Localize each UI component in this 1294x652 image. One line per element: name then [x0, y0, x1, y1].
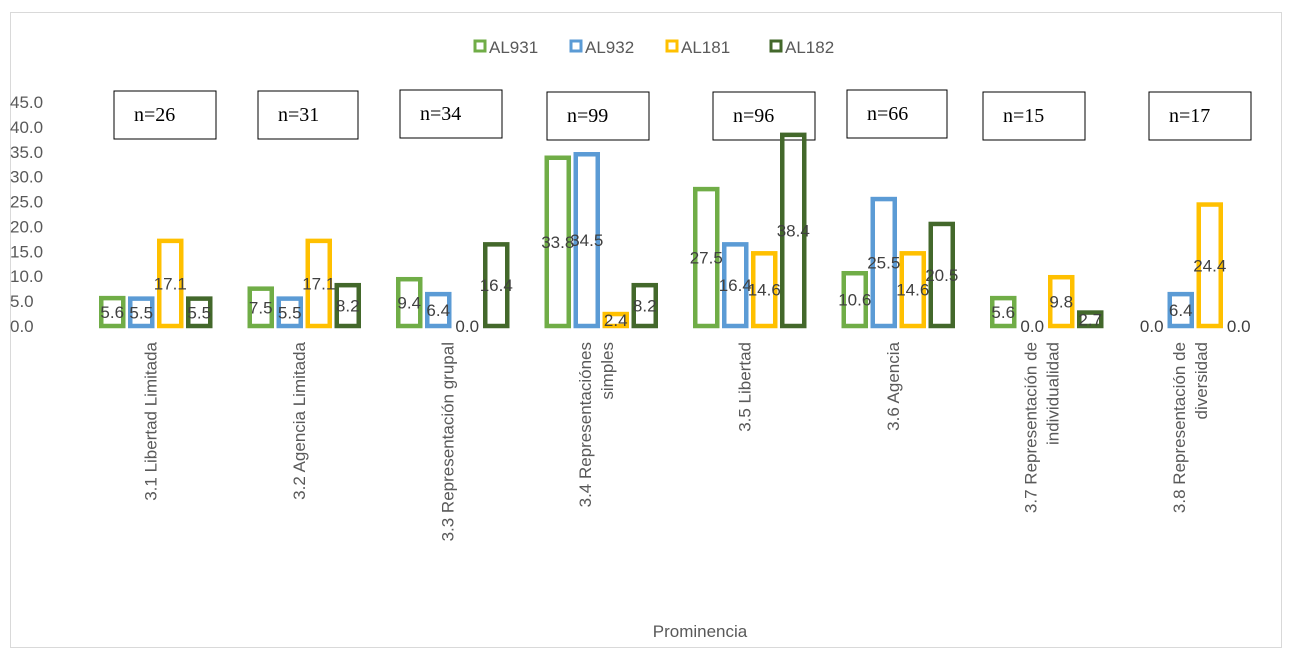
sample-size-label: n=15 — [1003, 105, 1044, 127]
sample-size-label: n=31 — [278, 104, 319, 126]
data-label: 34.5 — [570, 231, 603, 250]
y-tick-label: 15.0 — [10, 242, 43, 261]
data-label: 0.0 — [455, 317, 479, 336]
y-tick-label: 0.0 — [10, 317, 34, 336]
data-label: 5.5 — [278, 303, 302, 322]
data-label: 16.4 — [480, 276, 513, 295]
data-label: 38.4 — [777, 221, 810, 240]
sample-size-boxes: n=26 n=31 n=34 n=99 n=96 n=66 n=15 n=17 — [114, 90, 1251, 140]
y-tick-label: 40.0 — [10, 118, 43, 137]
data-label: 17.1 — [302, 274, 335, 293]
legend-swatch-al181 — [667, 41, 677, 51]
data-label: 6.4 — [426, 301, 450, 320]
data-label: 10.6 — [838, 291, 871, 310]
y-tick-label: 25.0 — [10, 193, 43, 212]
category-label: 3.1 Libertad Limitada — [141, 341, 160, 500]
legend: AL931 AL932 AL181 AL182 — [475, 38, 834, 57]
category-label: 3.7 Representación de — [1021, 342, 1040, 513]
y-tick-label: 35.0 — [10, 143, 43, 162]
sample-size-label: n=34 — [420, 103, 461, 125]
data-label: 20.5 — [925, 266, 958, 285]
y-tick-label: 5.0 — [10, 292, 34, 311]
data-label: 8.2 — [633, 297, 657, 316]
y-axis: 0.0 5.0 10.0 15.0 20.0 25.0 30.0 35.0 40.0 45.0 — [10, 93, 43, 336]
sample-size-label: n=26 — [134, 104, 175, 126]
sample-size-label: n=66 — [867, 103, 908, 125]
legend-label: AL181 — [681, 38, 730, 57]
category-label: 3.2 Agencia Limitada — [290, 341, 309, 499]
x-axis: 3.1 Libertad Limitada 3.2 Agencia Limitad… — [141, 341, 1211, 541]
data-label: 7.5 — [249, 298, 273, 317]
data-label: 5.6 — [100, 303, 124, 322]
category-label: 3.4 Representaciónes — [576, 342, 595, 507]
data-label: 9.4 — [397, 294, 421, 313]
data-label: 2.7 — [1078, 310, 1102, 329]
category-label: diversidad — [1192, 342, 1211, 420]
legend-swatch-al182 — [771, 41, 781, 51]
legend-swatch-al932 — [571, 41, 581, 51]
sample-size-label: n=99 — [567, 105, 608, 127]
data-label: 5.5 — [129, 303, 153, 322]
y-tick-label: 20.0 — [10, 217, 43, 236]
data-label: 24.4 — [1193, 256, 1226, 275]
data-label: 0.0 — [1227, 317, 1251, 336]
legend-label: AL932 — [585, 38, 634, 57]
data-label: 6.4 — [1169, 301, 1193, 320]
sample-size-label: n=96 — [733, 105, 774, 127]
category-label: 3.5 Libertad — [735, 342, 754, 432]
sample-size-label: n=17 — [1169, 105, 1210, 127]
category-label: 3.8 Representación de — [1170, 342, 1189, 513]
data-label: 5.5 — [187, 303, 211, 322]
y-tick-label: 30.0 — [10, 168, 43, 187]
data-label: 17.1 — [154, 274, 187, 293]
data-label: 8.2 — [336, 297, 360, 316]
category-label: simples — [598, 342, 617, 400]
legend-swatch-al931 — [475, 41, 485, 51]
y-tick-label: 10.0 — [10, 267, 43, 286]
data-label: 0.0 — [1140, 317, 1164, 336]
data-label: 14.6 — [748, 281, 781, 300]
data-label: 5.6 — [991, 303, 1015, 322]
legend-label: AL931 — [489, 38, 538, 57]
legend-label: AL182 — [785, 38, 834, 57]
y-tick-label: 45.0 — [10, 93, 43, 112]
data-label: 27.5 — [690, 249, 723, 268]
category-label: individualidad — [1043, 342, 1062, 445]
category-label: 3.6 Agencia — [884, 341, 903, 430]
data-label: 9.8 — [1049, 293, 1073, 312]
x-axis-title: Prominencia — [653, 622, 748, 641]
data-label: 2.4 — [604, 311, 628, 330]
category-label: 3.3 Representación grupal — [438, 342, 457, 541]
data-label: 0.0 — [1020, 317, 1044, 336]
data-label: 25.5 — [867, 254, 900, 273]
